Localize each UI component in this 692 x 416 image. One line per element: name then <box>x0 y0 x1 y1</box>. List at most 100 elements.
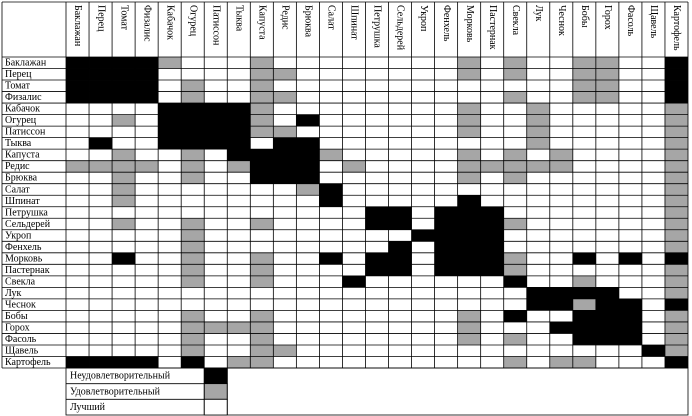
cell <box>89 344 113 357</box>
column-header: Редис <box>280 5 291 30</box>
cell <box>342 68 366 81</box>
cell <box>135 241 159 253</box>
cell <box>158 229 182 242</box>
cell <box>365 264 389 276</box>
cell <box>89 252 113 265</box>
cell <box>365 137 389 150</box>
cell <box>250 183 274 196</box>
cell <box>480 321 504 334</box>
cell <box>480 229 504 242</box>
cell <box>480 264 504 276</box>
cell <box>664 195 688 207</box>
cell <box>434 160 458 173</box>
cell <box>618 126 642 138</box>
cell <box>319 57 343 69</box>
cell <box>296 356 320 368</box>
cell <box>572 252 596 265</box>
cell <box>112 287 136 299</box>
cell <box>388 137 412 150</box>
cell <box>618 275 642 288</box>
cell <box>227 103 251 115</box>
cell <box>388 275 412 288</box>
cell <box>388 287 412 299</box>
cell <box>572 149 596 161</box>
cell <box>457 114 481 127</box>
cell <box>411 160 435 173</box>
cell <box>296 229 320 242</box>
cell <box>549 333 573 345</box>
cell <box>296 275 320 288</box>
cell <box>664 183 688 196</box>
cell <box>181 126 205 138</box>
cell <box>457 344 481 357</box>
cell <box>595 241 619 253</box>
cell <box>480 218 504 230</box>
column-header: Баклажан <box>72 5 83 47</box>
column-header: Шпинат <box>349 5 360 40</box>
cell <box>89 68 113 81</box>
column-header: Капуста <box>257 5 268 40</box>
cell <box>572 218 596 230</box>
cell <box>273 206 297 219</box>
cell <box>273 172 297 184</box>
cell <box>158 114 182 127</box>
cell <box>158 183 182 196</box>
cell <box>641 126 665 138</box>
cell <box>135 103 159 115</box>
cell <box>66 195 90 207</box>
cell <box>457 321 481 334</box>
column-header: Картофель <box>671 5 682 51</box>
cell <box>135 195 159 207</box>
cell <box>572 126 596 138</box>
cell <box>664 356 688 368</box>
cell <box>319 356 343 368</box>
cell <box>227 252 251 265</box>
cell <box>365 218 389 230</box>
cell <box>181 80 205 92</box>
cell <box>342 356 366 368</box>
cell <box>319 114 343 127</box>
cell <box>227 241 251 253</box>
cell <box>135 287 159 299</box>
cell <box>181 333 205 345</box>
cell <box>664 287 688 299</box>
row-header: Пастернак <box>5 265 50 276</box>
cell <box>664 114 688 127</box>
cell <box>296 172 320 184</box>
cell <box>411 356 435 368</box>
cell <box>549 126 573 138</box>
cell <box>526 252 550 265</box>
cell <box>388 241 412 253</box>
cell <box>273 80 297 92</box>
cell <box>457 310 481 322</box>
row-header: Капуста <box>5 150 40 161</box>
cell <box>227 264 251 276</box>
column-header: Фенхель <box>441 5 452 42</box>
cell <box>572 229 596 242</box>
cell <box>618 103 642 115</box>
cell <box>181 241 205 253</box>
cell <box>549 80 573 92</box>
cell <box>595 126 619 138</box>
cell <box>411 218 435 230</box>
cell <box>273 356 297 368</box>
cell <box>89 195 113 207</box>
cell <box>480 241 504 253</box>
cell <box>457 229 481 242</box>
cell <box>319 126 343 138</box>
cell <box>181 218 205 230</box>
cell <box>572 57 596 69</box>
cell <box>135 57 159 69</box>
cell <box>204 137 228 150</box>
cell <box>112 264 136 276</box>
cell <box>319 172 343 184</box>
cell <box>112 321 136 334</box>
column-header: Перец <box>95 5 106 32</box>
cell <box>227 344 251 357</box>
cell <box>66 310 90 322</box>
cell <box>273 149 297 161</box>
cell <box>526 80 550 92</box>
column-header: Чеснок <box>556 5 567 36</box>
row-header: Чеснок <box>5 299 36 310</box>
